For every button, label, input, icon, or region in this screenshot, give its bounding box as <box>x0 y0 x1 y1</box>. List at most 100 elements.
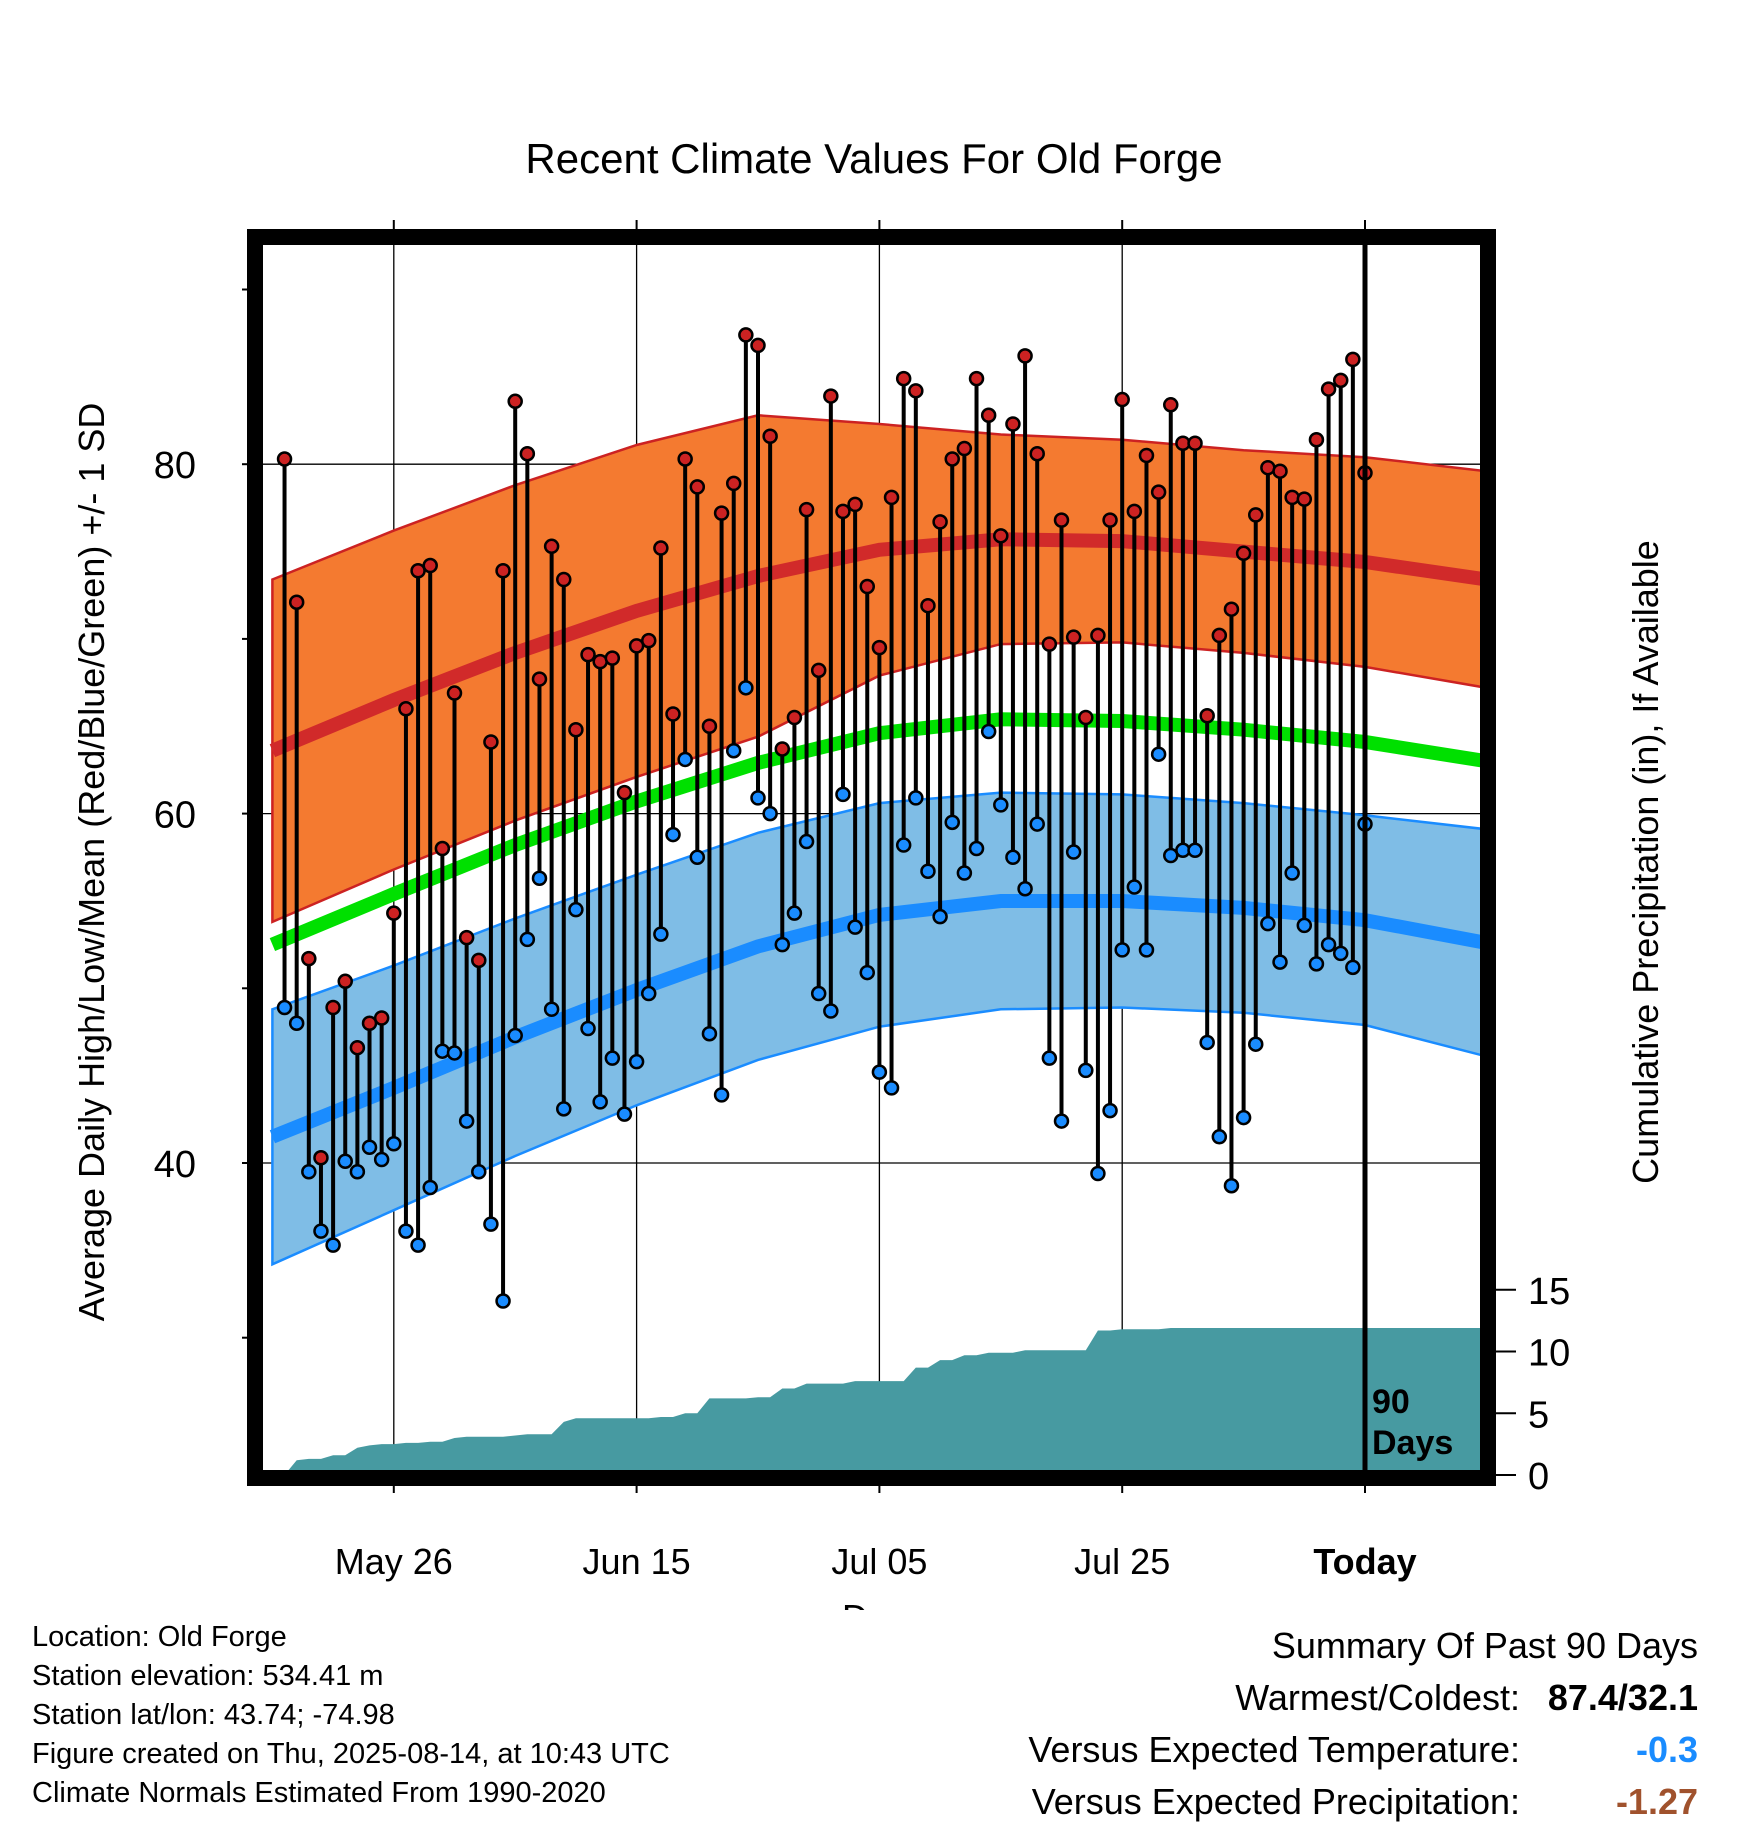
low-point <box>774 936 791 953</box>
x-tick-label: May 26 <box>335 1541 453 1582</box>
low-point <box>434 1043 451 1059</box>
temp-value: -0.3 <box>1635 1729 1698 1770</box>
summary-heading: Summary Of Past 90 Days <box>1271 1625 1698 1666</box>
high-point <box>471 952 487 969</box>
high-point <box>1235 545 1252 562</box>
low-point <box>301 1163 317 1180</box>
y-tick-label: 80 <box>154 445 196 487</box>
high-point <box>495 563 511 579</box>
low-point <box>1345 959 1361 976</box>
normals-text: Climate Normals Estimated From 1990-2020 <box>32 1777 606 1809</box>
high-point <box>677 451 693 467</box>
low-point <box>653 926 669 942</box>
low-point <box>701 1025 718 1042</box>
high-point <box>1345 351 1361 368</box>
low-point <box>1138 942 1155 958</box>
low-point <box>750 790 766 806</box>
low-point <box>446 1045 463 1061</box>
low-point <box>895 837 912 853</box>
low-point <box>1114 942 1130 958</box>
low-point <box>859 964 876 981</box>
low-point <box>980 723 997 740</box>
low-point <box>568 901 584 918</box>
low-point <box>871 1064 888 1080</box>
low-point <box>507 1027 523 1044</box>
temp-row: Versus Expected Temperature: -0.3 <box>1028 1724 1698 1776</box>
high-point <box>701 718 718 734</box>
high-point <box>835 503 851 520</box>
high-point <box>434 840 451 857</box>
x-tick-label: Jun 15 <box>583 1541 691 1582</box>
low-point <box>1041 1050 1058 1066</box>
high-point <box>1078 709 1094 726</box>
low-point <box>1223 1177 1240 1194</box>
high-point <box>1150 484 1167 500</box>
low-point <box>337 1153 353 1170</box>
climate-chart: Recent Climate Values For Old Forge 90Da… <box>71 135 1666 1610</box>
low-point <box>1235 1109 1252 1126</box>
high-point <box>823 388 839 404</box>
low-point <box>483 1216 499 1232</box>
summary-panel: Summary Of Past 90 Days Warmest/Coldest:… <box>1028 1620 1698 1828</box>
station-info: Location: Old Forge Station elevation: 5… <box>32 1618 670 1813</box>
high-point <box>750 337 766 354</box>
warmest-value: 87.4/32.1 <box>1547 1677 1698 1718</box>
low-point <box>968 840 985 857</box>
high-point <box>1296 491 1313 507</box>
low-point <box>410 1237 426 1253</box>
today-days-number: 90 <box>1372 1383 1410 1421</box>
high-point <box>689 479 706 495</box>
low-point <box>1078 1062 1094 1079</box>
precip-area <box>288 1328 1480 1470</box>
temp-label: Versus Expected Temperature: <box>1028 1729 1520 1770</box>
high-point <box>1126 503 1143 520</box>
low-point <box>1296 917 1313 934</box>
low-point <box>604 1050 621 1066</box>
low-point <box>592 1094 608 1110</box>
high-point <box>507 393 523 410</box>
low-point <box>944 814 960 831</box>
low-point <box>835 786 851 803</box>
y2-tick-label: 0 <box>1528 1456 1549 1498</box>
high-point <box>1005 416 1021 432</box>
high-point <box>762 428 778 444</box>
y-axis-label: Average Daily High/Low/Mean (Red/Blue/Gr… <box>71 403 112 1322</box>
latlon-text: Station lat/lon: 43.74; -74.98 <box>32 1699 395 1731</box>
chart-title: Recent Climate Values For Old Forge <box>525 135 1222 182</box>
high-point <box>1187 435 1203 451</box>
high-point <box>1090 627 1106 644</box>
high-point <box>1308 431 1325 448</box>
low-point <box>1005 849 1021 866</box>
high-point <box>398 701 414 717</box>
high-point <box>1114 391 1130 408</box>
high-point <box>883 489 900 506</box>
high-point <box>1065 629 1082 645</box>
high-point <box>604 650 621 666</box>
high-point <box>944 451 960 467</box>
low-point <box>738 680 754 696</box>
y-tick-label: 40 <box>154 1144 196 1186</box>
precip-value: -1.27 <box>1615 1781 1698 1822</box>
high-point <box>932 514 948 530</box>
high-point <box>1223 601 1240 617</box>
low-point <box>1260 915 1276 932</box>
high-point <box>871 639 888 656</box>
y2-tick-label: 15 <box>1528 1271 1570 1313</box>
low-point <box>313 1223 329 1239</box>
low-point <box>798 833 815 850</box>
high-point <box>1041 636 1058 652</box>
low-point <box>956 865 973 881</box>
high-point <box>386 905 402 921</box>
high-point <box>1017 348 1033 364</box>
high-point <box>531 671 548 687</box>
low-point <box>519 931 536 948</box>
low-point <box>422 1179 438 1196</box>
low-point <box>1199 1034 1215 1051</box>
high-point <box>446 685 463 701</box>
high-point <box>1211 627 1228 644</box>
low-point <box>1332 945 1349 962</box>
low-point <box>786 905 803 921</box>
high-point <box>1320 381 1337 397</box>
low-point <box>847 919 863 935</box>
